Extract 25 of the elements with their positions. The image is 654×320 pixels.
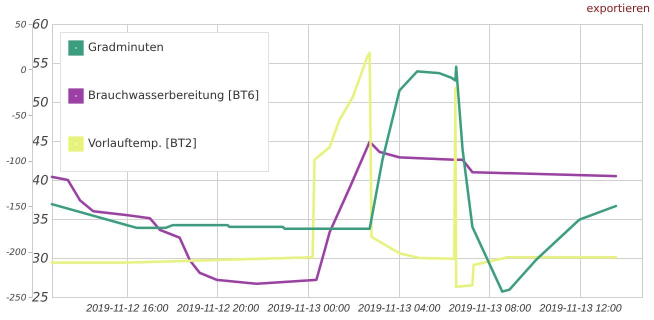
- y-tick-label: 45: [32, 134, 48, 150]
- y-tick-label: 40: [32, 174, 48, 188]
- x-tick-label: 2019-11-13 00:00: [266, 302, 350, 314]
- y2-tick-label: -100: [6, 157, 27, 167]
- legend-label: Gradminuten: [88, 40, 164, 54]
- x-tick-label: 2019-11-13 08:00: [448, 302, 532, 314]
- legend-label: Vorlauftemp. [BT2]: [88, 136, 197, 150]
- y2-tick-label: -50: [12, 112, 27, 122]
- y2-tick-label: -150: [6, 202, 27, 212]
- x-tick-label: 2019-11-12 20:00: [176, 302, 260, 314]
- y-tick-label: 30: [32, 252, 48, 266]
- y2-tick-label: -200: [6, 248, 27, 258]
- x-tick-label: 2019-11-12 16:00: [85, 302, 169, 314]
- legend-label: Brauchwasserbereitung [BT6]: [88, 88, 260, 102]
- y-tick-label: 60: [32, 18, 48, 32]
- y2-tick-label: 50: [15, 20, 27, 30]
- y-tick-label: 25: [32, 290, 48, 306]
- y2-tick-label: 0: [20, 66, 27, 76]
- text: exportieren: [586, 2, 650, 15]
- y2-tick-label: -250: [6, 294, 27, 304]
- y-tick-label: 35: [32, 212, 48, 228]
- y-tick-label: 50: [32, 96, 48, 110]
- x-tick-label: 2019-11-13 12:00: [538, 302, 622, 314]
- x-tick-label: 2019-11-13 04:00: [357, 302, 440, 314]
- y-tick-label: 55: [32, 56, 48, 72]
